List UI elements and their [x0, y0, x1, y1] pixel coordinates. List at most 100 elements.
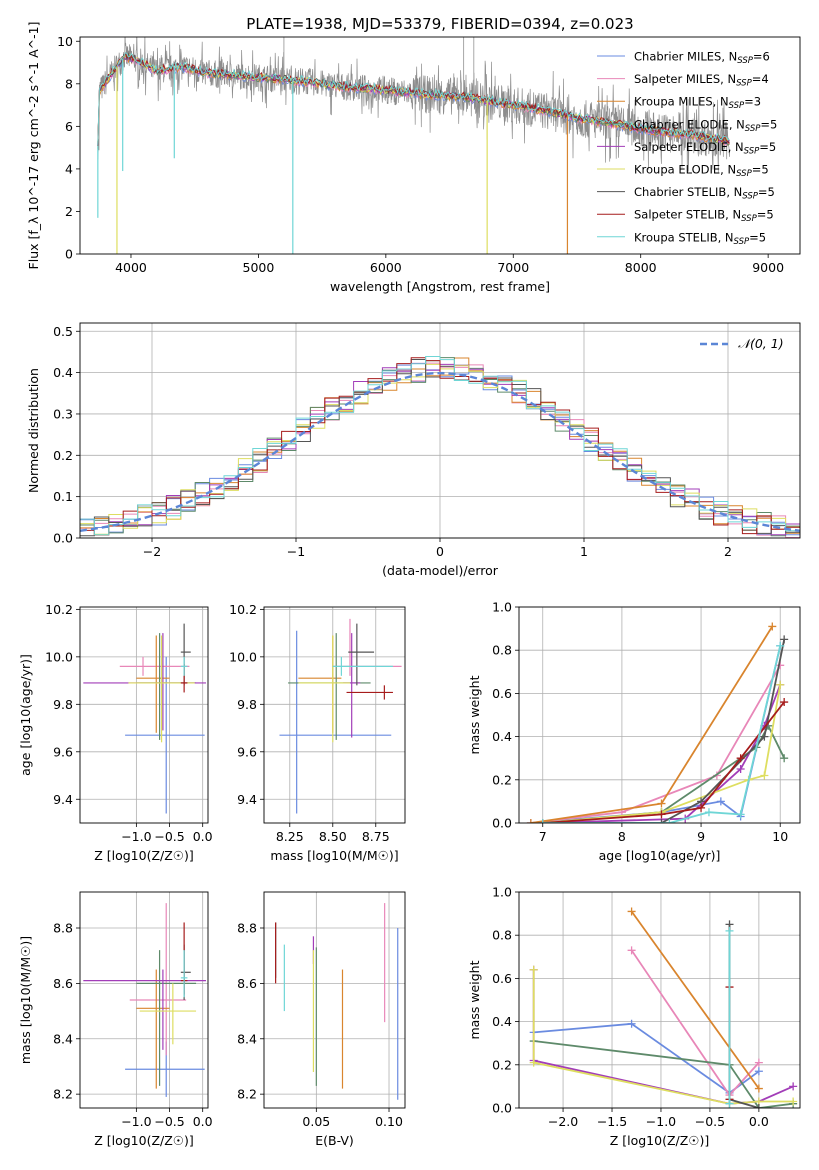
errorbar-salpeter_miles	[129, 903, 187, 1056]
y-tick-label: 0.2	[492, 1057, 512, 1072]
legend-item: Kroupa MILES, NSSP=3	[597, 95, 761, 111]
weight-marker	[627, 907, 636, 916]
y-tick-label: 6	[65, 119, 73, 134]
y-tick-label: 8	[65, 76, 73, 91]
weight-marker	[736, 810, 745, 819]
y-tick-label: 0.0	[53, 531, 73, 546]
x-tick-label: 0.0	[193, 829, 213, 844]
weight-marker	[657, 819, 666, 823]
mass_vs_ebv-plot-area	[275, 903, 399, 1100]
y-axis-label: age [log10(age/yr)]	[18, 654, 33, 776]
x-tick-label: 0.0	[749, 1114, 769, 1129]
legend-label: Kroupa STELIB, NSSP=5	[634, 230, 766, 247]
x-tick-label: −1	[287, 544, 305, 559]
y-tick-label: 8.8	[53, 921, 73, 936]
weight-series-kroupa_stelib	[725, 926, 734, 1108]
weight_vs_Z-plot-area	[529, 907, 798, 1108]
y-tick-label: 0.6	[492, 971, 512, 986]
x-tick-label: 5000	[243, 260, 275, 275]
errorbar-chabrier_miles	[279, 630, 392, 814]
weight_vs_Z-panel: −2.0 −1.5 −1.0 −0.5 0.0 0.0 0.2 0.4 0.6 0.8 1.0 Z […	[467, 885, 801, 1148]
axes-frame	[79, 36, 801, 255]
weight-marker	[736, 765, 745, 773]
weight-marker	[780, 698, 789, 707]
age_vs_mass-panel: 8.25 8.50 8.75 9.4 9.6 9.8 10.0 10.2 mass [log10…	[229, 602, 406, 863]
legend-item: Chabrier MILES, NSSP=6	[597, 50, 770, 67]
x-tick-label: −1.0	[121, 1114, 151, 1129]
axes-frame	[518, 891, 801, 1109]
weight-marker	[725, 926, 734, 935]
weight-line	[630, 910, 760, 1090]
y-tick-label: 1.0	[492, 885, 512, 900]
errorbar-kroupa_stelib	[180, 950, 188, 998]
legend-item: Chabrier STELIB, NSSP=5	[597, 185, 775, 202]
weight-marker	[754, 1067, 763, 1076]
legend-item: Salpeter MILES, NSSP=4	[597, 72, 769, 89]
x-axis-label: (data-model)/error	[382, 563, 499, 578]
weight-marker	[760, 771, 769, 780]
errorbar-kroupa_stelib	[332, 656, 393, 676]
x-tick-label: 7	[539, 829, 547, 844]
weight-line	[532, 969, 794, 1105]
x-tick-label: 10	[772, 829, 788, 844]
errorbar-salpeter_elodie	[83, 633, 207, 731]
weight-line	[532, 969, 794, 1105]
x-tick-label: 0.0	[193, 1114, 213, 1129]
weight-marker	[754, 1084, 763, 1093]
errorbar-salpeter_elodie	[343, 633, 361, 738]
residuals-plot-area	[80, 356, 800, 538]
weight-marker	[789, 1082, 798, 1091]
y-axis-label: mass [log10(M/M☉)]	[18, 936, 33, 1064]
weight-marker	[526, 819, 535, 823]
y-tick-label: 0.0	[492, 816, 512, 831]
weight-series-salpeter_miles	[627, 946, 763, 1100]
y-tick-label: 10.2	[229, 602, 257, 617]
axes-frame	[263, 606, 406, 824]
legend-label: Salpeter ELODIE, NSSP=5	[634, 140, 776, 157]
x-tick-label: −1.0	[121, 829, 151, 844]
figure-title: PLATE=1938, MJD=53379, FIBERID=0394, z=0…	[246, 15, 633, 33]
normal-reference-curve	[80, 371, 800, 532]
x-tick-label: −0.5	[154, 1114, 184, 1129]
age_vs_mass-plot-area	[279, 618, 402, 814]
y-axis-label: Normed distribution	[26, 368, 41, 493]
weight-marker	[780, 635, 789, 644]
weight-marker	[716, 797, 725, 806]
errorbar-kroupa_elodie	[139, 983, 197, 1045]
errorbar-chabrier_elodie	[288, 633, 371, 740]
weight-series-kroupa_miles	[627, 907, 763, 1093]
x-tick-label: 0	[436, 544, 444, 559]
spectrum-panel: 4000 5000 6000 7000 8000 9000 0 2 4 6 8 10 wavelengt…	[26, 22, 801, 294]
weight-marker	[760, 732, 769, 741]
errorbar-chabrier_stelib	[180, 944, 191, 1000]
y-axis-label: mass weight	[467, 960, 482, 1039]
weight-line	[630, 949, 760, 1097]
weight-marker	[697, 803, 706, 812]
weight-marker	[768, 622, 777, 631]
weight-marker	[657, 799, 666, 808]
legend-label: Salpeter STELIB, NSSP=5	[634, 208, 774, 225]
errorbar-salpeter_elodie	[83, 969, 207, 1050]
age_vs_Z-panel: −1.0 −0.5 0.0 9.4 9.6 9.8 10.0 10.2 Z [log10(Z/Z…	[18, 602, 213, 863]
x-tick-label: −2	[143, 544, 161, 559]
legend-label: Chabrier ELODIE, NSSP=5	[634, 117, 777, 134]
y-tick-label: 9.8	[53, 697, 73, 712]
y-tick-label: 9.6	[53, 744, 73, 759]
mass_vs_ebv-panel: 0.05 0.10 8.2 8.4 8.6 8.8 E(B-V)	[237, 891, 406, 1148]
histogram-salpeter_stelib	[80, 357, 800, 536]
y-tick-label: 8.6	[53, 976, 73, 991]
y-tick-label: 0.5	[53, 324, 73, 339]
residuals-legend: 𝒩(0, 1)	[700, 336, 784, 351]
legend-label: 𝒩(0, 1)	[738, 336, 784, 351]
y-tick-label: 0.3	[53, 406, 73, 421]
x-tick-label: 6000	[370, 260, 402, 275]
errorbar-chabrier_miles	[125, 1041, 205, 1097]
weight-marker	[627, 1019, 636, 1028]
x-tick-label: 8.75	[362, 829, 390, 844]
y-tick-label: 0.2	[492, 772, 512, 787]
legend-label: Chabrier MILES, NSSP=6	[634, 50, 770, 67]
y-tick-label: 0.4	[492, 1014, 512, 1029]
weight-line	[530, 625, 774, 823]
weight_vs_age-panel: 7 8 9 10 0.0 0.2 0.4 0.6 0.8 1.0 age [log10(age/yr…	[467, 600, 801, 863]
